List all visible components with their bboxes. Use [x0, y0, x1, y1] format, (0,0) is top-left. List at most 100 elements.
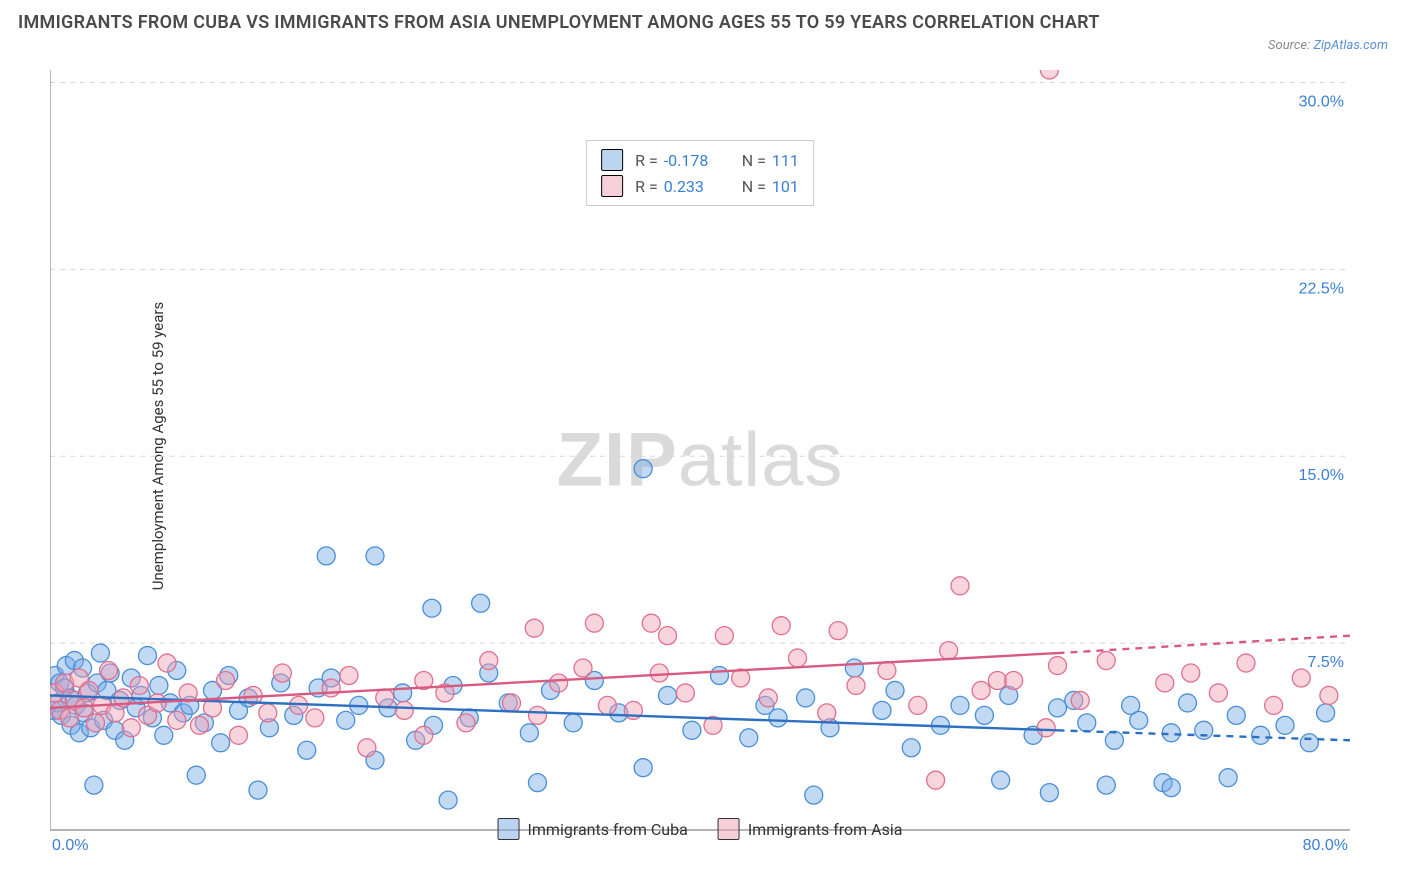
source-label: Source:: [1268, 38, 1310, 53]
data-point: [972, 681, 990, 699]
correlation-legend: R = -0.178 N = 111 R = 0.233 N = 101: [586, 140, 814, 206]
data-point: [130, 676, 148, 694]
swatch-icon: [718, 818, 740, 840]
data-point: [1292, 669, 1310, 687]
data-point: [217, 671, 235, 689]
data-point: [1005, 671, 1023, 689]
data-point: [1049, 657, 1067, 675]
legend-label: Immigrants from Cuba: [528, 820, 688, 839]
data-point: [818, 704, 836, 722]
source-citation: Source: ZipAtlas.com: [1268, 38, 1388, 53]
data-point: [715, 627, 733, 645]
data-point: [909, 696, 927, 714]
data-point: [805, 786, 823, 804]
trend-line-extrapolated: [1058, 636, 1351, 653]
data-point: [878, 662, 896, 680]
data-point: [940, 642, 958, 660]
data-point: [457, 714, 475, 732]
data-point: [769, 709, 787, 727]
data-point: [1049, 699, 1067, 717]
swatch-icon: [601, 175, 623, 197]
r-label: R =: [635, 151, 658, 170]
legend-row-cuba: R = -0.178 N = 111: [601, 147, 799, 173]
data-point: [886, 681, 904, 699]
data-point: [395, 701, 413, 719]
trend-line: [50, 653, 1058, 708]
data-point: [91, 644, 109, 662]
data-point: [85, 776, 103, 794]
data-point: [847, 676, 865, 694]
data-point: [988, 671, 1006, 689]
data-point: [187, 766, 205, 784]
n-label: N =: [742, 151, 766, 170]
data-point: [845, 659, 863, 677]
chart-area: ZIPatlas R = -0.178 N = 111 R = 0.233 N …: [50, 70, 1350, 850]
series-legend: Immigrants from Cuba Immigrants from Asi…: [498, 818, 903, 840]
data-point: [472, 594, 490, 612]
y-tick-label: 15.0%: [1299, 467, 1344, 484]
data-point: [212, 734, 230, 752]
data-point: [642, 614, 660, 632]
data-point: [1195, 721, 1213, 739]
data-point: [1040, 784, 1058, 802]
chart-title: IMMIGRANTS FROM CUBA VS IMMIGRANTS FROM …: [18, 12, 1100, 33]
data-point: [122, 719, 140, 737]
data-point: [1097, 652, 1115, 670]
data-point: [366, 547, 384, 565]
r-value: 0.233: [664, 177, 724, 196]
data-point: [650, 664, 668, 682]
data-point: [158, 654, 176, 672]
data-point: [975, 706, 993, 724]
data-point: [873, 701, 891, 719]
data-point: [503, 694, 521, 712]
data-point: [1162, 779, 1180, 797]
data-point: [1130, 711, 1148, 729]
data-point: [1040, 70, 1058, 79]
y-tick-label: 7.5%: [1308, 654, 1344, 671]
data-point: [259, 704, 277, 722]
data-point: [772, 617, 790, 635]
data-point: [1156, 674, 1174, 692]
data-point: [1209, 684, 1227, 702]
data-point: [992, 771, 1010, 789]
data-point: [1265, 696, 1283, 714]
data-point: [1071, 691, 1089, 709]
data-point: [1078, 714, 1096, 732]
data-point: [759, 689, 777, 707]
data-point: [1182, 664, 1200, 682]
y-tick-label: 22.5%: [1299, 280, 1344, 297]
legend-item-cuba: Immigrants from Cuba: [498, 818, 688, 840]
n-value: 111: [772, 151, 799, 170]
legend-label: Immigrants from Asia: [748, 820, 903, 839]
data-point: [337, 711, 355, 729]
source-value: ZipAtlas.com: [1313, 38, 1388, 53]
r-value: -0.178: [664, 151, 724, 170]
data-point: [139, 647, 157, 665]
data-point: [1105, 731, 1123, 749]
r-label: R =: [635, 177, 658, 196]
data-point: [298, 741, 316, 759]
data-point: [829, 622, 847, 640]
data-point: [100, 662, 118, 680]
swatch-icon: [601, 149, 623, 171]
data-point: [439, 791, 457, 809]
n-label: N =: [742, 177, 766, 196]
data-point: [711, 667, 729, 685]
data-point: [1300, 734, 1318, 752]
x-tick-label: 0.0%: [52, 837, 88, 850]
data-point: [1227, 706, 1245, 724]
data-point: [415, 726, 433, 744]
data-point: [525, 619, 543, 637]
data-point: [951, 696, 969, 714]
legend-item-asia: Immigrants from Asia: [718, 818, 903, 840]
data-point: [168, 711, 186, 729]
data-point: [1237, 654, 1255, 672]
data-point: [249, 781, 267, 799]
data-point: [394, 684, 412, 702]
data-point: [927, 771, 945, 789]
data-point: [676, 684, 694, 702]
data-point: [1179, 694, 1197, 712]
data-point: [683, 721, 701, 739]
data-point: [273, 664, 291, 682]
data-point: [529, 774, 547, 792]
